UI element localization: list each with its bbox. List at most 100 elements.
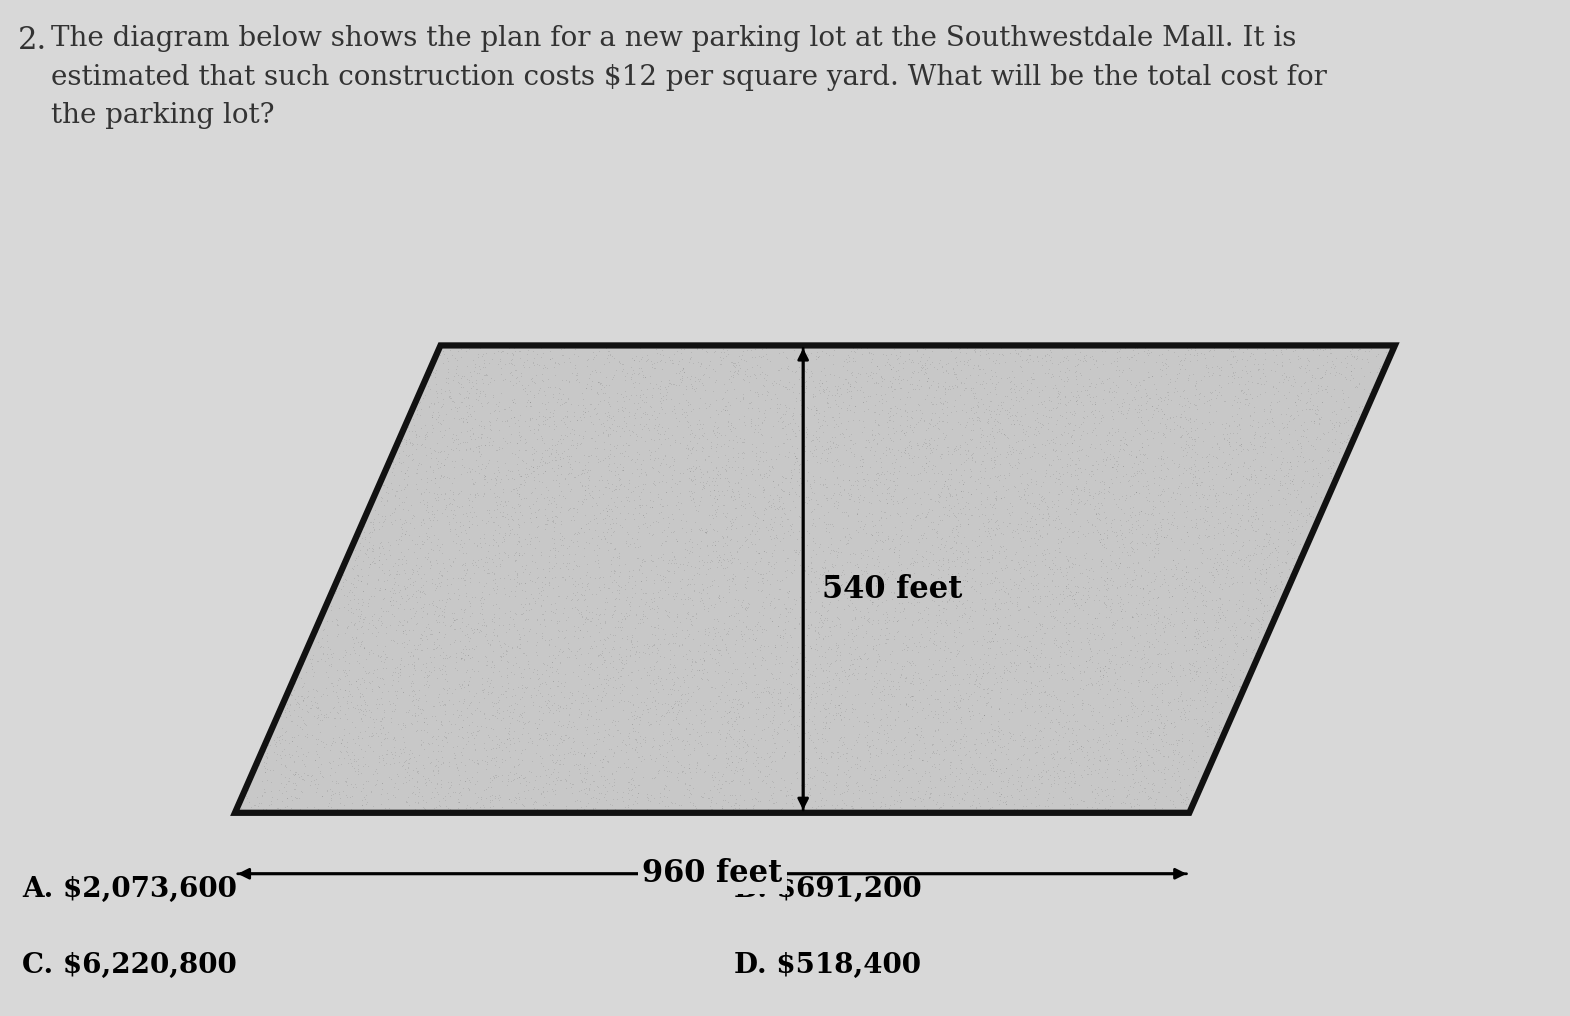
Point — [1258, 589, 1283, 606]
Point — [589, 416, 614, 432]
Point — [911, 436, 936, 452]
Point — [1305, 398, 1330, 415]
Point — [1159, 392, 1184, 408]
Point — [911, 558, 936, 574]
Point — [1096, 424, 1121, 440]
Point — [787, 544, 812, 560]
Point — [1123, 758, 1148, 774]
Point — [253, 764, 278, 780]
Point — [779, 659, 804, 676]
Point — [1270, 576, 1295, 592]
Point — [703, 804, 728, 820]
Point — [366, 514, 391, 530]
Point — [1236, 501, 1261, 517]
Point — [961, 561, 986, 577]
Point — [928, 699, 953, 715]
Point — [973, 634, 999, 650]
Point — [378, 458, 403, 474]
Point — [1091, 535, 1116, 552]
Point — [507, 640, 532, 656]
Point — [766, 618, 791, 634]
Point — [816, 595, 842, 612]
Point — [907, 491, 933, 507]
Point — [1294, 429, 1319, 445]
Point — [565, 412, 590, 429]
Point — [416, 520, 441, 536]
Point — [722, 500, 747, 516]
Point — [909, 723, 934, 740]
Point — [878, 507, 903, 523]
Point — [617, 791, 642, 808]
Point — [862, 337, 887, 354]
Point — [279, 686, 305, 702]
Point — [900, 760, 925, 776]
Point — [540, 783, 565, 800]
Point — [895, 383, 920, 399]
Point — [776, 374, 801, 390]
Point — [463, 372, 488, 388]
Point — [1190, 486, 1215, 502]
Point — [942, 792, 967, 809]
Point — [256, 798, 281, 814]
Point — [1031, 684, 1057, 700]
Point — [411, 512, 436, 528]
Point — [283, 766, 308, 782]
Point — [557, 684, 582, 700]
Point — [1024, 522, 1049, 538]
Point — [1108, 745, 1134, 761]
Point — [595, 771, 620, 787]
Point — [874, 568, 900, 584]
Point — [631, 552, 656, 568]
Point — [460, 605, 485, 621]
Point — [593, 422, 619, 438]
Point — [851, 518, 876, 534]
Point — [466, 464, 491, 481]
Point — [655, 573, 680, 589]
Point — [989, 646, 1014, 662]
Point — [956, 495, 981, 511]
Point — [1039, 553, 1064, 569]
Point — [639, 626, 664, 642]
Point — [584, 659, 609, 676]
Point — [820, 569, 845, 585]
Point — [1042, 609, 1068, 625]
Point — [601, 791, 626, 808]
Point — [978, 574, 1003, 590]
Point — [1075, 482, 1101, 498]
Point — [1013, 642, 1038, 658]
Point — [1119, 628, 1145, 644]
Point — [983, 376, 1008, 392]
Point — [694, 803, 719, 819]
Point — [820, 569, 845, 585]
Point — [545, 771, 570, 787]
Point — [1192, 653, 1217, 670]
Point — [754, 565, 779, 581]
Point — [758, 520, 783, 536]
Point — [265, 708, 290, 724]
Point — [1141, 754, 1167, 770]
Point — [653, 391, 678, 407]
Point — [471, 591, 496, 608]
Point — [992, 796, 1017, 812]
Point — [1159, 607, 1184, 623]
Point — [870, 768, 895, 784]
Point — [523, 443, 548, 459]
Point — [933, 380, 958, 396]
Point — [823, 652, 848, 669]
Point — [881, 688, 906, 704]
Point — [1151, 748, 1176, 764]
Point — [504, 654, 529, 671]
Point — [388, 518, 413, 534]
Point — [1181, 759, 1206, 775]
Point — [582, 570, 608, 586]
Point — [636, 700, 661, 716]
Point — [1218, 501, 1243, 517]
Point — [592, 789, 617, 806]
Point — [469, 682, 495, 698]
Point — [626, 417, 652, 433]
Point — [1031, 490, 1057, 506]
Point — [1058, 572, 1083, 588]
Point — [499, 463, 524, 480]
Point — [1220, 359, 1245, 375]
Point — [592, 631, 617, 647]
